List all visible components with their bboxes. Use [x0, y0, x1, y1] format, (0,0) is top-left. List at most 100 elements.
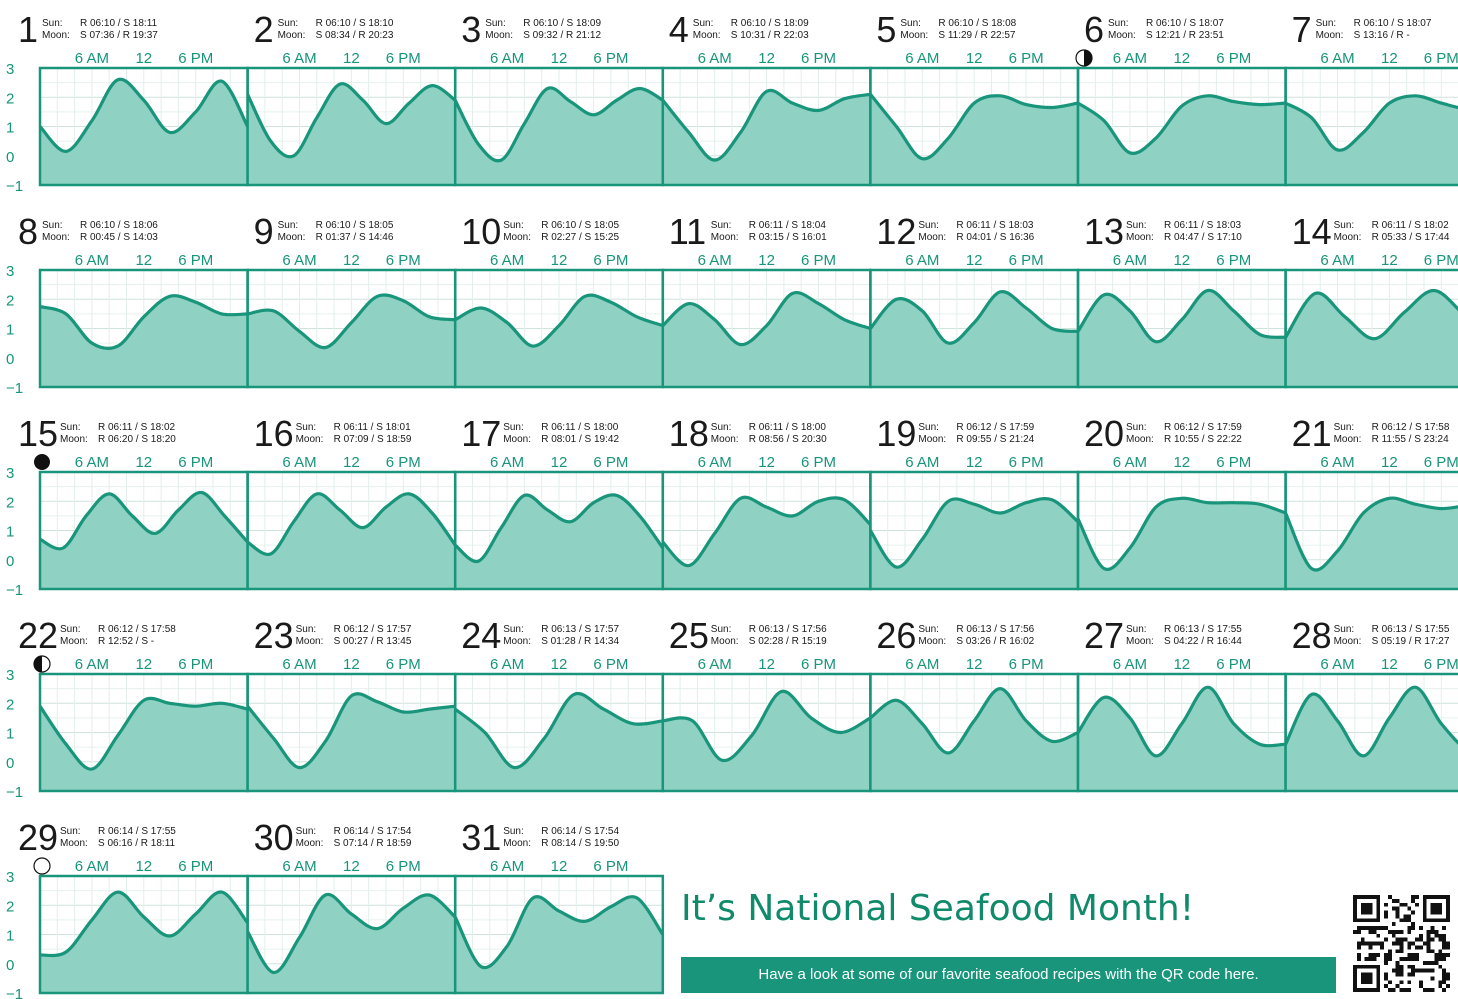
- day-number: 12: [876, 211, 916, 252]
- sun-label: Sun:: [60, 826, 81, 837]
- y-tick-label: 0: [6, 755, 14, 772]
- time-tick-label: 12: [135, 252, 152, 269]
- tide-area: [870, 688, 1078, 791]
- tide-curve: [1284, 685, 1458, 758]
- tide-area: [1285, 498, 1458, 589]
- tide-area: [1285, 95, 1458, 185]
- tide-curve: [661, 88, 871, 162]
- sun-label: Sun:: [1316, 18, 1337, 29]
- moon-times: S 05:19 / R 17:27: [1372, 636, 1450, 647]
- time-tick-label: 6 AM: [1113, 454, 1147, 471]
- moon-times: S 08:34 / R 20:23: [316, 30, 394, 41]
- y-tick-label: 2: [6, 494, 14, 511]
- day-panel-frame: [453, 874, 665, 995]
- time-tick-label: 12: [343, 656, 360, 673]
- promo-banner[interactable]: Have a look at some of our favorite seaf…: [681, 957, 1336, 993]
- sun-times: R 06:10 / S 18:07: [1146, 18, 1224, 29]
- moon-label: Moon:: [42, 30, 70, 41]
- day-number: 16: [254, 413, 294, 454]
- tide-area: [247, 83, 456, 185]
- time-tick-label: 12: [758, 656, 775, 673]
- tide-curve: [454, 691, 664, 770]
- moon-label: Moon:: [42, 232, 70, 243]
- sun-times: R 06:13 / S 17:55: [1372, 624, 1450, 635]
- time-tick-label: 12: [135, 454, 152, 471]
- time-tick-label: 6 AM: [905, 454, 939, 471]
- moon-label: Moon:: [503, 838, 531, 849]
- moon-times: R 08:14 / S 19:50: [541, 838, 619, 849]
- sun-times: R 06:13 / S 17:55: [1164, 624, 1242, 635]
- time-tick-label: 6 AM: [282, 252, 316, 269]
- moon-label: Moon:: [60, 838, 88, 849]
- moon-label: Moon:: [503, 434, 531, 445]
- tide-area: [870, 94, 1078, 185]
- time-tick-label: 6 PM: [593, 858, 628, 875]
- sun-label: Sun:: [1126, 624, 1147, 635]
- day-panel-frame: [1284, 268, 1458, 389]
- sun-times: R 06:12 / S 17:58: [98, 624, 176, 635]
- y-tick-label: 3: [6, 869, 14, 886]
- time-tick-label: 6 PM: [178, 252, 213, 269]
- time-tick-label: 6 PM: [1424, 656, 1458, 673]
- time-tick-label: 6 AM: [1113, 252, 1147, 269]
- y-tick-label: 0: [6, 351, 14, 368]
- day-number: 15: [18, 413, 58, 454]
- moon-label: Moon:: [1126, 636, 1154, 647]
- tide-curve: [1284, 496, 1458, 572]
- time-tick-label: 6 AM: [282, 50, 316, 67]
- moon-times: R 04:01 / S 16:36: [956, 232, 1034, 243]
- time-tick-label: 6 AM: [1320, 252, 1354, 269]
- moon-times: R 08:56 / S 20:30: [749, 434, 827, 445]
- sun-times: R 06:14 / S 17:54: [541, 826, 619, 837]
- day-number: 21: [1292, 413, 1332, 454]
- moon-times: S 06:16 / R 18:11: [98, 838, 176, 849]
- sun-label: Sun:: [1126, 422, 1147, 433]
- sun-times: R 06:12 / S 17:59: [956, 422, 1034, 433]
- sun-times: R 06:10 / S 18:09: [731, 18, 809, 29]
- day-number: 14: [1292, 211, 1332, 252]
- moon-label: Moon:: [918, 636, 946, 647]
- sun-label: Sun:: [1126, 220, 1147, 231]
- tide-area: [662, 292, 871, 387]
- tide-curve: [1076, 496, 1287, 572]
- tide-curve: [662, 689, 872, 762]
- time-tick-label: 6 AM: [490, 656, 524, 673]
- moon-label: Moon:: [278, 30, 306, 41]
- sun-times: R 06:11 / S 18:03: [956, 220, 1034, 231]
- sun-label: Sun:: [918, 422, 939, 433]
- tide-curve: [454, 293, 664, 348]
- moon-times: S 07:36 / R 19:37: [80, 30, 158, 41]
- time-tick-label: 6 AM: [1113, 656, 1147, 673]
- sun-label: Sun:: [711, 422, 732, 433]
- time-tick-label: 6 PM: [801, 252, 836, 269]
- moon-label: Moon:: [503, 232, 531, 243]
- qr-code-icon[interactable]: [1350, 895, 1453, 992]
- day-panel-frame: [1284, 66, 1458, 187]
- day-number: 8: [18, 211, 38, 252]
- day-number: 22: [18, 615, 58, 656]
- time-tick-label: 6 PM: [1009, 252, 1044, 269]
- tide-curve: [1076, 288, 1286, 344]
- sun-times: R 06:10 / S 18:07: [1354, 18, 1432, 29]
- sun-label: Sun:: [711, 624, 732, 635]
- moon-times: R 03:15 / S 16:01: [749, 232, 827, 243]
- day-number: 13: [1084, 211, 1124, 252]
- moon-times: S 10:31 / R 22:03: [731, 30, 809, 41]
- time-tick-label: 6 AM: [698, 454, 732, 471]
- sun-label: Sun:: [278, 220, 299, 231]
- tide-area: [40, 698, 248, 791]
- tide-area: [1285, 687, 1458, 791]
- time-tick-label: 6 PM: [386, 454, 421, 471]
- tide-area: [40, 79, 248, 185]
- day-number: 26: [876, 615, 916, 656]
- time-tick-label: 6 PM: [178, 656, 213, 673]
- tide-area: [870, 498, 1078, 589]
- time-tick-label: 6 PM: [178, 454, 213, 471]
- time-tick-label: 6 AM: [490, 252, 524, 269]
- moon-times: R 00:45 / S 14:03: [80, 232, 158, 243]
- moon-label: Moon:: [1334, 434, 1362, 445]
- sun-label: Sun:: [503, 422, 524, 433]
- moon-label: Moon:: [485, 30, 513, 41]
- time-tick-label: 12: [551, 656, 568, 673]
